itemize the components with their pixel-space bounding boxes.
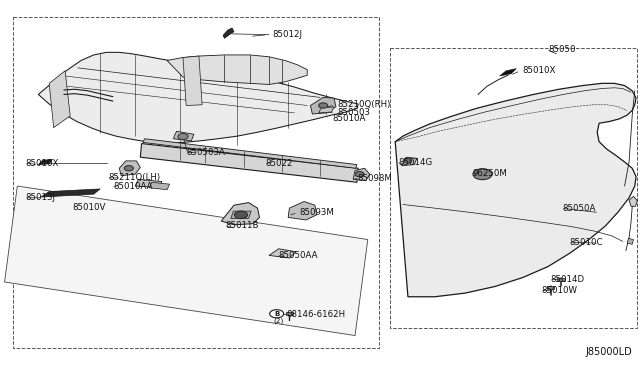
Polygon shape [173,131,194,141]
Text: 850503: 850503 [338,108,371,117]
Text: 85010X: 85010X [26,158,59,168]
Polygon shape [167,55,307,84]
Polygon shape [183,56,202,106]
Text: 85010V: 85010V [73,203,106,212]
Polygon shape [547,286,554,289]
Text: 85022: 85022 [266,159,293,169]
Text: 85210Q(RH): 85210Q(RH) [338,100,391,109]
Polygon shape [143,139,357,168]
Polygon shape [38,52,358,143]
Text: 85013J: 85013J [26,193,56,202]
Polygon shape [557,278,564,280]
Text: 85014G: 85014G [398,157,433,167]
Polygon shape [223,28,234,38]
Circle shape [473,169,492,180]
Text: 85211Q(LH): 85211Q(LH) [108,173,161,182]
Text: 85012J: 85012J [272,30,302,39]
Text: 96250M: 96250M [473,169,508,177]
Text: 85010C: 85010C [570,238,604,247]
Text: 85010X: 85010X [523,66,556,75]
Polygon shape [627,238,634,244]
Polygon shape [38,160,52,164]
Text: 850503A: 850503A [186,148,225,157]
Polygon shape [319,107,334,113]
Circle shape [124,166,133,171]
Polygon shape [135,179,162,188]
Polygon shape [231,211,251,218]
Circle shape [319,103,328,108]
Circle shape [178,134,188,140]
Text: 08146-6162H: 08146-6162H [287,310,346,319]
Polygon shape [41,189,100,197]
Text: 85050A: 85050A [562,203,595,213]
Text: B: B [274,311,279,317]
Polygon shape [395,83,636,297]
Polygon shape [401,157,417,166]
Text: J85000LD: J85000LD [586,347,632,357]
Polygon shape [149,182,170,190]
Circle shape [355,171,364,177]
Text: 85010W: 85010W [541,286,578,295]
Polygon shape [4,186,368,336]
Polygon shape [119,161,140,176]
Text: 85010A: 85010A [333,114,366,123]
Polygon shape [285,312,293,315]
Text: 85093M: 85093M [300,208,335,217]
Text: 85010AA: 85010AA [113,182,152,191]
Polygon shape [353,168,370,180]
Text: 85098M: 85098M [357,174,392,183]
Polygon shape [500,68,516,76]
Circle shape [235,211,247,218]
Polygon shape [310,97,336,114]
Polygon shape [221,203,259,225]
Polygon shape [629,196,637,206]
Polygon shape [140,144,358,182]
Polygon shape [269,249,296,258]
Polygon shape [49,71,70,128]
Text: 85050AA: 85050AA [278,251,318,260]
Circle shape [269,310,284,318]
Text: 85014D: 85014D [550,275,585,283]
Text: 85011B: 85011B [226,221,259,230]
Text: 85050: 85050 [548,45,575,54]
Text: (2): (2) [273,318,284,324]
Circle shape [404,159,412,163]
Polygon shape [288,202,317,220]
